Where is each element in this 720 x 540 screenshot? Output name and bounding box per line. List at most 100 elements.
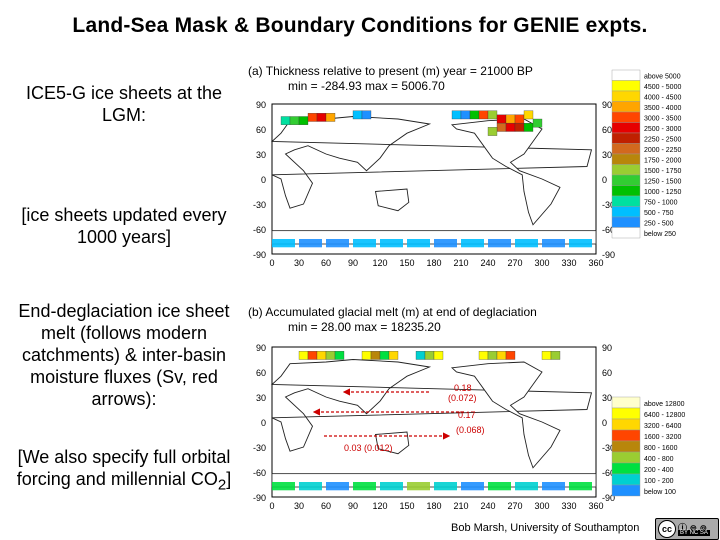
legend-label: 1600 - 3200 xyxy=(644,434,681,441)
legend-swatch xyxy=(611,174,641,186)
lon-tick-label: 60 xyxy=(321,258,331,268)
ice-cell xyxy=(469,110,480,120)
ice-cell xyxy=(424,351,435,360)
lon-tick-label: 30 xyxy=(294,258,304,268)
continent-outline xyxy=(374,431,410,455)
ice-cell xyxy=(478,110,489,120)
co2-subscript: 2 xyxy=(217,476,227,494)
legend-label: 3200 - 6400 xyxy=(644,423,681,430)
ice-cell xyxy=(460,110,471,120)
continent-outline xyxy=(270,116,593,209)
lat-tick-label-left: -60 xyxy=(253,468,266,478)
ice-cell xyxy=(505,351,516,360)
lon-tick-label: 120 xyxy=(372,258,387,268)
legend-label: below 250 xyxy=(644,231,676,238)
panel-a-figure: (a) Thickness relative to present (m) ye… xyxy=(248,64,681,268)
ice-cell xyxy=(415,351,426,360)
lat-tick-label-right: 60 xyxy=(602,368,612,378)
ice-cell xyxy=(361,110,372,120)
ice-cell xyxy=(532,118,543,128)
lon-tick-label: 210 xyxy=(453,258,468,268)
legend-label: above 5000 xyxy=(644,74,681,81)
legend-swatch xyxy=(611,101,641,113)
legend-swatch xyxy=(611,473,641,486)
antarctic-ice-cell xyxy=(434,239,457,248)
ice-cell xyxy=(496,114,507,124)
legend-swatch xyxy=(611,90,641,102)
antarctic-ice-cell xyxy=(488,482,511,491)
antarctic-ice-cell xyxy=(542,482,565,491)
lat-tick-label-left: 90 xyxy=(256,343,266,353)
legend-label: above 12800 xyxy=(644,401,685,408)
legend-label: 1250 - 1500 xyxy=(644,179,681,186)
antarctic-ice-cell xyxy=(326,239,349,248)
ice-cell xyxy=(316,113,327,122)
legend-label: 2250 - 2500 xyxy=(644,137,681,144)
lat-tick-label-left: -30 xyxy=(253,443,266,453)
legend-swatch xyxy=(611,484,641,497)
antarctic-ice-cell xyxy=(299,482,322,491)
lon-tick-label: 270 xyxy=(507,258,522,268)
legend-label: 2000 - 2250 xyxy=(644,147,681,154)
lat-tick-label-right: -60 xyxy=(602,225,615,235)
antarctic-ice-cell xyxy=(542,239,565,248)
ice-cell xyxy=(541,351,552,360)
flux-label-3: 0.03 (0.012) xyxy=(344,443,393,453)
ice-cell xyxy=(523,123,534,132)
legend-label: 1750 - 2000 xyxy=(644,158,681,165)
antarctic-ice-cell xyxy=(353,482,376,491)
flux-label-1-sub: (0.072) xyxy=(448,393,477,403)
panel-a-heading: (a) Thickness relative to present (m) ye… xyxy=(248,64,533,78)
ice-cell xyxy=(487,351,498,360)
flux-label-1: 0.18 xyxy=(454,383,472,393)
lat-tick-label-right: -30 xyxy=(602,200,615,210)
lat-tick-label-left: 30 xyxy=(256,393,266,403)
lat-tick-label-right: -90 xyxy=(602,493,615,503)
ice-cell xyxy=(289,116,300,125)
lat-tick-label-right: 0 xyxy=(602,175,607,185)
antarctic-ice-cell xyxy=(407,482,430,491)
lat-tick-label-right: 30 xyxy=(602,393,612,403)
ice-cell xyxy=(487,110,498,120)
legend-label: 3000 - 3500 xyxy=(644,116,681,123)
lon-tick-label: 90 xyxy=(348,258,358,268)
antarctic-ice-cell xyxy=(461,482,484,491)
ice-cell xyxy=(433,351,444,360)
legend-swatch xyxy=(611,132,641,144)
lon-tick-label: 240 xyxy=(480,501,495,511)
ice-cell xyxy=(505,114,516,124)
lat-tick-label-right: -60 xyxy=(602,468,615,478)
antarctic-ice-cell xyxy=(272,482,295,491)
antarctic-ice-cell xyxy=(488,239,511,248)
flux-label-2: 0.17 xyxy=(458,410,476,420)
panel-b-stats: min = 28.00 max = 18235.20 xyxy=(288,320,441,334)
lon-tick-label: 150 xyxy=(399,501,414,511)
ice-cell xyxy=(316,351,327,360)
lat-tick-label-right: -90 xyxy=(602,250,615,260)
lat-tick-label-right: 60 xyxy=(602,125,612,135)
legend-swatch xyxy=(611,69,641,81)
lat-tick-label-left: 90 xyxy=(256,100,266,110)
lat-tick-label-left: -30 xyxy=(253,200,266,210)
lon-tick-label: 360 xyxy=(588,258,603,268)
cc-license-badge[interactable]: cc ⓘ ⊜ ⊚ BY NC SA xyxy=(655,518,719,540)
ice-cell xyxy=(370,351,381,360)
ice-cell xyxy=(325,113,336,122)
lon-tick-label: 360 xyxy=(588,501,603,511)
lon-tick-label: 90 xyxy=(348,501,358,511)
legend-swatch xyxy=(611,451,641,464)
antarctic-ice-cell xyxy=(380,482,403,491)
legend-label: 250 - 500 xyxy=(644,221,674,228)
legend-swatch xyxy=(611,153,641,165)
legend-swatch xyxy=(611,407,641,420)
legend-label: 200 - 400 xyxy=(644,467,674,474)
legend-label: 3500 - 4000 xyxy=(644,105,681,112)
lon-tick-label: 60 xyxy=(321,501,331,511)
antarctic-ice-cell xyxy=(353,239,376,248)
lon-tick-label: 180 xyxy=(426,258,441,268)
antarctic-ice-cell xyxy=(515,482,538,491)
lat-tick-label-right: 90 xyxy=(602,100,612,110)
lat-tick-label-left: 60 xyxy=(256,125,266,135)
cc-terms: BY NC SA xyxy=(678,530,710,536)
lat-tick-label-right: 90 xyxy=(602,343,612,353)
